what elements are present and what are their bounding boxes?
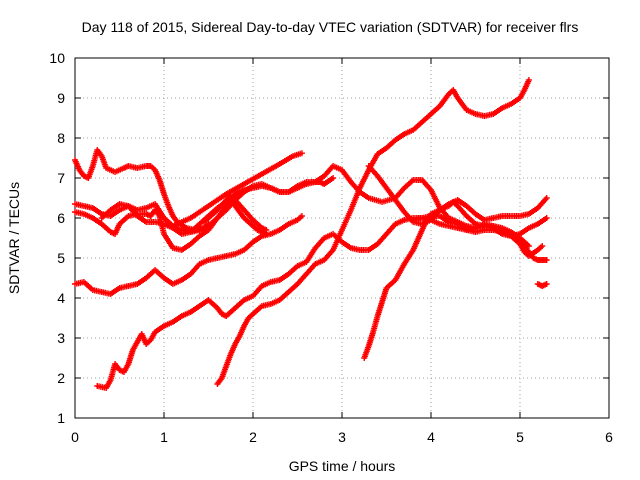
- y-tick-label: 8: [57, 130, 65, 146]
- series-3: [72, 175, 337, 253]
- data-point: [298, 150, 305, 157]
- data-point: [539, 243, 546, 249]
- x-tick-label: 6: [605, 429, 613, 445]
- data-point: [543, 257, 550, 263]
- data-point: [543, 281, 550, 287]
- series-12: [410, 215, 532, 249]
- grid-lines: [75, 58, 609, 418]
- chart-title: Day 118 of 2015, Sidereal Day-to-day VTE…: [82, 19, 579, 35]
- x-tick-label: 2: [249, 429, 257, 445]
- y-tick-label: 5: [57, 250, 65, 266]
- data-point: [263, 227, 270, 233]
- series-6: [201, 193, 270, 233]
- y-tick-label: 4: [57, 290, 65, 306]
- y-tick-label: 9: [57, 90, 65, 106]
- y-tick-label: 6: [57, 210, 65, 226]
- data-point: [525, 77, 532, 83]
- x-tick-label: 1: [160, 429, 168, 445]
- axis-ticks: [74, 57, 610, 419]
- x-axis-label: GPS time / hours: [289, 458, 396, 474]
- y-tick-label: 3: [57, 330, 65, 346]
- y-tick-label: 7: [57, 170, 65, 186]
- y-tick-label: 1: [57, 410, 65, 426]
- x-tick-label: 3: [338, 429, 346, 445]
- data-point: [330, 175, 337, 181]
- series-8: [94, 213, 546, 391]
- data-point: [543, 215, 550, 221]
- series-9: [214, 77, 532, 387]
- series-7: [72, 213, 305, 297]
- x-tick-label: 4: [427, 429, 435, 445]
- series-11: [365, 163, 550, 227]
- x-tick-label: 5: [516, 429, 524, 445]
- data-series: [72, 77, 550, 391]
- y-tick-label: 2: [57, 370, 65, 386]
- series-5: [169, 150, 305, 229]
- data-point: [525, 243, 532, 249]
- y-axis-label: SDTVAR / TECUs: [6, 182, 22, 294]
- data-point: [543, 195, 550, 201]
- series-4: [98, 195, 270, 237]
- data-point: [298, 213, 305, 219]
- series-13: [534, 281, 550, 289]
- y-tick-label: 10: [49, 50, 65, 66]
- x-tick-label: 0: [71, 429, 79, 445]
